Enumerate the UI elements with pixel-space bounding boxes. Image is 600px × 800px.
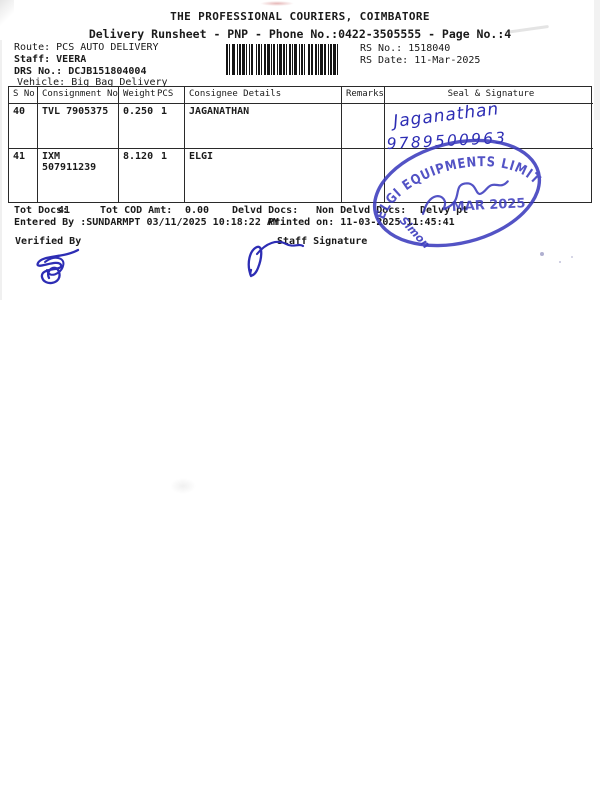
tot-cod-value: 0.00 [185, 205, 210, 216]
col-header-weight-pcs: Weight PCS [119, 87, 185, 104]
table-row-cell-weight-pcs: 8.120 1 [119, 149, 185, 202]
scan-artifact-edge [0, 40, 2, 300]
non-delvd-docs-label: Non Delvd Docs: [316, 205, 407, 216]
printed-on-label: Printed on: [268, 217, 335, 228]
verified-by-signature [36, 248, 80, 285]
table-row-cell-consignment: TVL 7905375 [38, 104, 119, 149]
table-row-cell-consignee: ELGI [185, 149, 342, 202]
scan-artifact-smudge [170, 478, 196, 494]
drs-line: DRS No.: DCJB151804004 [14, 66, 146, 77]
col-header-remarks: Remarks [342, 87, 385, 104]
table-row-cell-consignment: IXM 507911239 [38, 149, 119, 202]
pcs-value: 1 [161, 106, 168, 117]
barcode [226, 44, 340, 75]
col-header-pcs: PCS [157, 89, 174, 99]
tot-docs-label: Tot Docs: [14, 205, 69, 216]
table-row-cell-consignee: JAGANATHAN [185, 104, 342, 149]
tot-docs-value: 41 [58, 205, 71, 216]
table-row-cell-seal [385, 104, 593, 149]
delvy-pt-label: Delvy pt [420, 205, 469, 216]
table-row-cell-weight-pcs: 0.250 1 [119, 104, 185, 149]
printed-on-line: Printed on: 11-03-2025 11:45:41 [268, 217, 455, 228]
table-row-cell-seal [385, 149, 593, 202]
pcs-value: 1 [161, 151, 168, 162]
staff-signature-label: Staff Signature [277, 236, 368, 247]
scan-artifact-dots [540, 252, 544, 256]
entered-by-value: SUNDARMPT 03/11/2025 10:18:22 AM [86, 217, 279, 228]
scan-artifact-smudge [260, 1, 294, 6]
route-value: PCS AUTO DELIVERY [56, 42, 159, 53]
table-row-cell-remarks [342, 149, 385, 202]
rs-date-label: RS Date: [360, 55, 409, 66]
staff-label: Staff: [14, 54, 51, 65]
drs-label: DRS No.: [14, 66, 63, 77]
route-label: Route: [14, 42, 51, 53]
drs-value: DCJB151804004 [68, 66, 147, 77]
weight-value: 8.120 [123, 151, 154, 162]
tot-cod-label: Tot COD Amt: [100, 205, 173, 216]
vehicle-line: Vehicle: Big Bag Delivery [17, 77, 168, 88]
page-subtitle: Delivery Runsheet - PNP - Phone No.:0422… [88, 27, 512, 41]
rs-no-line: RS No.: 1518040 [360, 43, 450, 54]
col-header-sno: S No [9, 87, 38, 104]
table-row-cell-sno: 40 [9, 104, 38, 149]
rs-date-line: RS Date: 11-Mar-2025 [360, 55, 480, 66]
staff-line: Staff: VEERA [14, 54, 86, 65]
vehicle-label: Vehicle: [17, 77, 66, 88]
table-row-cell-sno: 41 [9, 149, 38, 202]
col-header-consignee: Consignee Details [185, 87, 342, 104]
rs-no-label: RS No.: [360, 43, 403, 54]
rs-date-value: 11-Mar-2025 [414, 55, 481, 66]
runsheet-table: S No Consignment No Weight PCS Consignee … [8, 86, 593, 203]
rs-no-value: 1518040 [408, 43, 451, 54]
verified-by-label: Verified By [15, 236, 82, 247]
col-header-weight: Weight [123, 89, 156, 99]
delvd-docs-label: Delvd Docs: [232, 205, 299, 216]
entered-by-label: Entered By : [14, 217, 87, 228]
entered-by-line: Entered By :SUNDARMPT 03/11/2025 10:18:2… [14, 217, 279, 228]
table-row-cell-remarks [342, 104, 385, 149]
page-title: THE PROFESSIONAL COURIERS, COIMBATORE [170, 10, 430, 23]
weight-value: 0.250 [123, 106, 154, 117]
vehicle-value: Big Bag Delivery [71, 77, 168, 88]
col-header-seal: Seal & Signature [385, 87, 593, 104]
route-line: Route: PCS AUTO DELIVERY [14, 42, 159, 53]
printed-on-value: 11-03-2025 11:45:41 [340, 217, 455, 228]
staff-value: VEERA [56, 54, 87, 65]
col-header-consignment: Consignment No [38, 87, 119, 104]
